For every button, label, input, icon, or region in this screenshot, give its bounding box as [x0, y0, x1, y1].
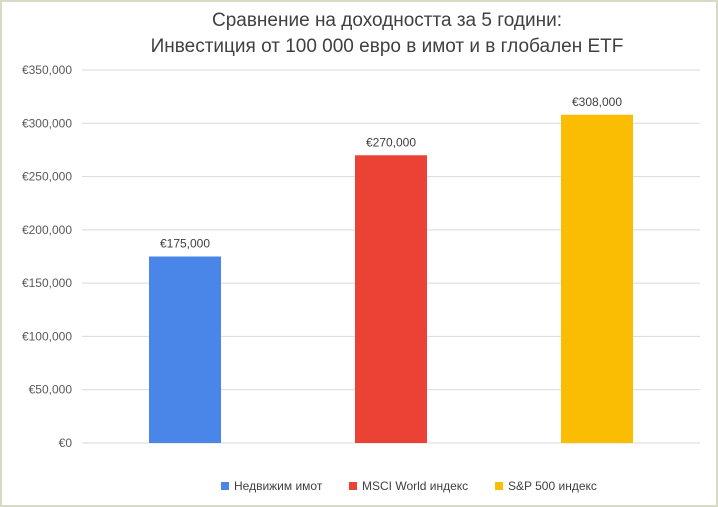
bar-1	[149, 256, 221, 443]
chart-title-line-2: Инвестиция от 100 000 евро в имот и в гл…	[151, 36, 624, 57]
y-tick-label: €350,000	[22, 63, 72, 77]
legend-swatch	[349, 482, 357, 490]
y-tick-label: €200,000	[22, 223, 72, 237]
chart-title-line-1: Сравнение на доходността за 5 години:	[212, 10, 562, 31]
y-axis: €0 €50,000 €100,000 €150,000 €200,000 €250,00…	[22, 63, 72, 450]
y-tick-label: €250,000	[22, 170, 72, 184]
legend-swatch	[221, 482, 229, 490]
data-label: €270,000	[366, 135, 416, 149]
y-tick-label: €150,000	[22, 276, 72, 290]
legend-swatch	[495, 482, 503, 490]
y-tick-label: €100,000	[22, 329, 72, 343]
y-tick-label: €0	[59, 436, 73, 450]
legend-label: Недвижим имот	[234, 479, 323, 493]
bars	[149, 114, 633, 443]
legend-label: MSCI World индекс	[362, 479, 468, 493]
y-tick-label: €50,000	[29, 383, 73, 397]
y-tick-label: €300,000	[22, 116, 72, 130]
legend: Недвижим имот MSCI World индекс S&P 500 ин…	[221, 479, 597, 493]
bar-2	[355, 155, 427, 443]
legend-label: S&P 500 индекс	[508, 479, 597, 493]
data-labels: €175,000 €270,000 €308,000	[160, 95, 622, 251]
data-label: €175,000	[160, 237, 210, 251]
data-label: €308,000	[572, 95, 622, 109]
chart-title: Сравнение на доходността за 5 години: Ин…	[151, 10, 624, 57]
bar-3	[561, 114, 633, 443]
